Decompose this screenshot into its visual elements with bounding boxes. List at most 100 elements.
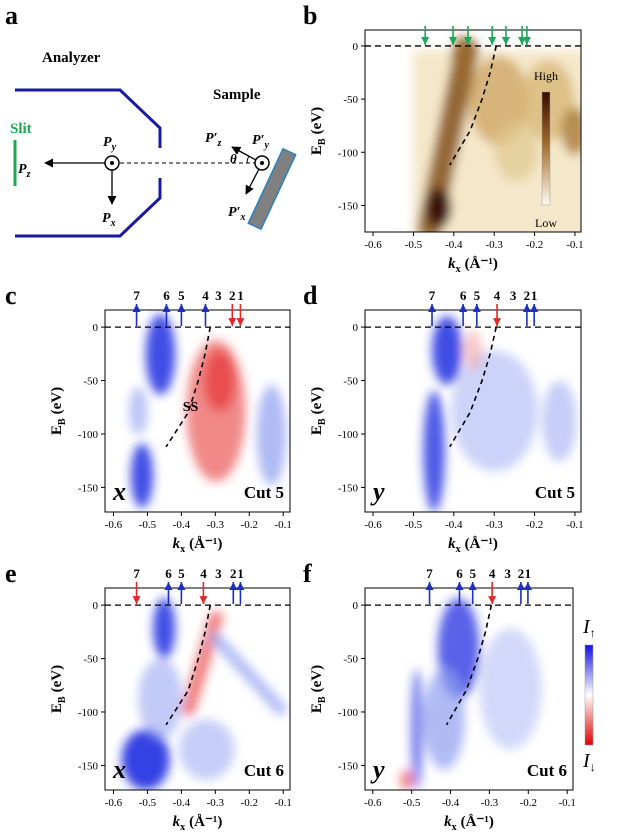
y-tick-label: -100: [338, 147, 359, 159]
arrow-head: [177, 304, 186, 312]
arrow-head: [463, 36, 472, 45]
intensity-map: [129, 314, 287, 508]
x-tick-label: -0.6: [105, 797, 123, 809]
vector-label: Py: [103, 135, 117, 153]
arrow-head: [236, 582, 245, 590]
vector-sub: z: [217, 138, 222, 149]
marker-arrow: [425, 582, 434, 605]
intensity-map: [121, 598, 287, 790]
x-axis-label-main: k: [448, 536, 456, 552]
schematic: a Analyzer Sample Slit θ Py Pz Px P′z P′…: [5, 1, 297, 238]
vector-label: P′x: [228, 205, 246, 223]
marker-arrow: [501, 26, 510, 45]
x-tick-label: -0.5: [139, 797, 157, 809]
intensity-blob: [179, 719, 235, 780]
intensity-blob: [204, 350, 235, 412]
marker-arrow: [516, 582, 525, 605]
surface-state-dispersion: [449, 45, 497, 166]
x-tick-label: -0.3: [207, 797, 225, 809]
arrow-head: [229, 582, 238, 590]
arrow-head: [132, 304, 141, 312]
y-tick-label: -150: [338, 760, 359, 772]
y-tick-label: -150: [338, 200, 359, 212]
marker-arrow: [201, 304, 210, 327]
y-axis-label: EB (eV): [309, 665, 328, 713]
marker-label: 5: [178, 288, 185, 303]
vector-main: P′: [228, 205, 241, 220]
intensity-blob: [464, 330, 482, 371]
annotation: SS: [183, 400, 199, 415]
intensity-blob: [138, 658, 183, 740]
panel-label: a: [5, 1, 18, 30]
y-axis-label-sub: B: [57, 418, 68, 425]
surface-state-dispersion: [449, 326, 497, 448]
x-axis-label-unit: (Å⁻¹): [465, 256, 498, 272]
marker-label: 3: [215, 566, 222, 581]
marker-arrow: [530, 304, 539, 327]
intensity-blur: [423, 316, 577, 512]
x-tick-label: -0.6: [105, 519, 123, 531]
arrow-head: [199, 596, 208, 605]
marker-label: 4: [489, 566, 496, 581]
marker-label: 4: [202, 288, 209, 303]
x-axis-label: kx (Å⁻¹): [173, 536, 223, 555]
marker-label: 3: [504, 566, 511, 581]
panel-label: f: [303, 559, 312, 588]
x-tick-label: -0.2: [520, 797, 537, 809]
vector-sub: y: [111, 142, 117, 153]
intensity-blob: [494, 120, 538, 182]
arrow-head: [425, 582, 434, 590]
slit-label: Slit: [10, 121, 32, 137]
marker-label: 5: [469, 566, 476, 581]
intensity-blob: [425, 187, 452, 228]
analyzer-outline: [15, 88, 162, 238]
intensity-map: [400, 598, 542, 790]
y-axis-label-sub: B: [57, 696, 68, 703]
marker-label: 7: [133, 566, 140, 581]
marker-arrow: [421, 26, 430, 45]
intensity-blur: [121, 598, 287, 790]
x-tick-label: -0.1: [275, 519, 292, 531]
marker-arrow: [518, 26, 527, 45]
y-tick-label: -50: [343, 376, 358, 388]
y-tick-label: 0: [93, 322, 99, 334]
marker-arrow: [463, 26, 472, 45]
sample-plate: [247, 147, 297, 231]
x-tick-label: -0.3: [485, 239, 503, 251]
plot-frame: [364, 587, 574, 791]
y-axis-label-sub: B: [317, 696, 328, 703]
marker-arrow: [522, 26, 531, 45]
x-axis-label-sub: x: [180, 822, 185, 833]
x-tick-label: -0.4: [442, 797, 460, 809]
arrow-head: [472, 304, 481, 312]
marker-label: 4: [200, 566, 207, 581]
marker-arrow: [472, 304, 481, 327]
marker-arrow: [177, 582, 186, 605]
arrow-head: [493, 318, 502, 327]
y-tick-label: -100: [338, 429, 359, 441]
x-axis-label: kx (Å⁻¹): [448, 536, 498, 555]
marker-label: 3: [215, 288, 222, 303]
x-axis-label: kx (Å⁻¹): [448, 256, 498, 275]
x-tick-label: -0.6: [364, 519, 382, 531]
marker-label: 3: [510, 288, 517, 303]
marker-arrow: [162, 304, 171, 327]
arrow: [245, 168, 260, 195]
x-axis-label-unit: (Å⁻¹): [465, 536, 498, 552]
arrow-head: [468, 582, 477, 590]
colorbar-high-main: I: [582, 616, 591, 638]
plot-frame: [364, 29, 582, 233]
vector-sub: z: [26, 169, 31, 180]
intensity-blob: [256, 384, 287, 486]
marker-label: 5: [178, 566, 185, 581]
y-axis-label-unit: (eV): [309, 107, 325, 134]
cut-label: Cut 6: [244, 761, 284, 780]
marker-label: 6: [456, 566, 463, 581]
intensity-blob: [423, 390, 445, 512]
colorbar-high-sub: ↑: [590, 626, 596, 640]
marker-arrow: [468, 582, 477, 605]
marker-label: 2: [230, 566, 237, 581]
y-tick-label: 0: [93, 600, 99, 612]
